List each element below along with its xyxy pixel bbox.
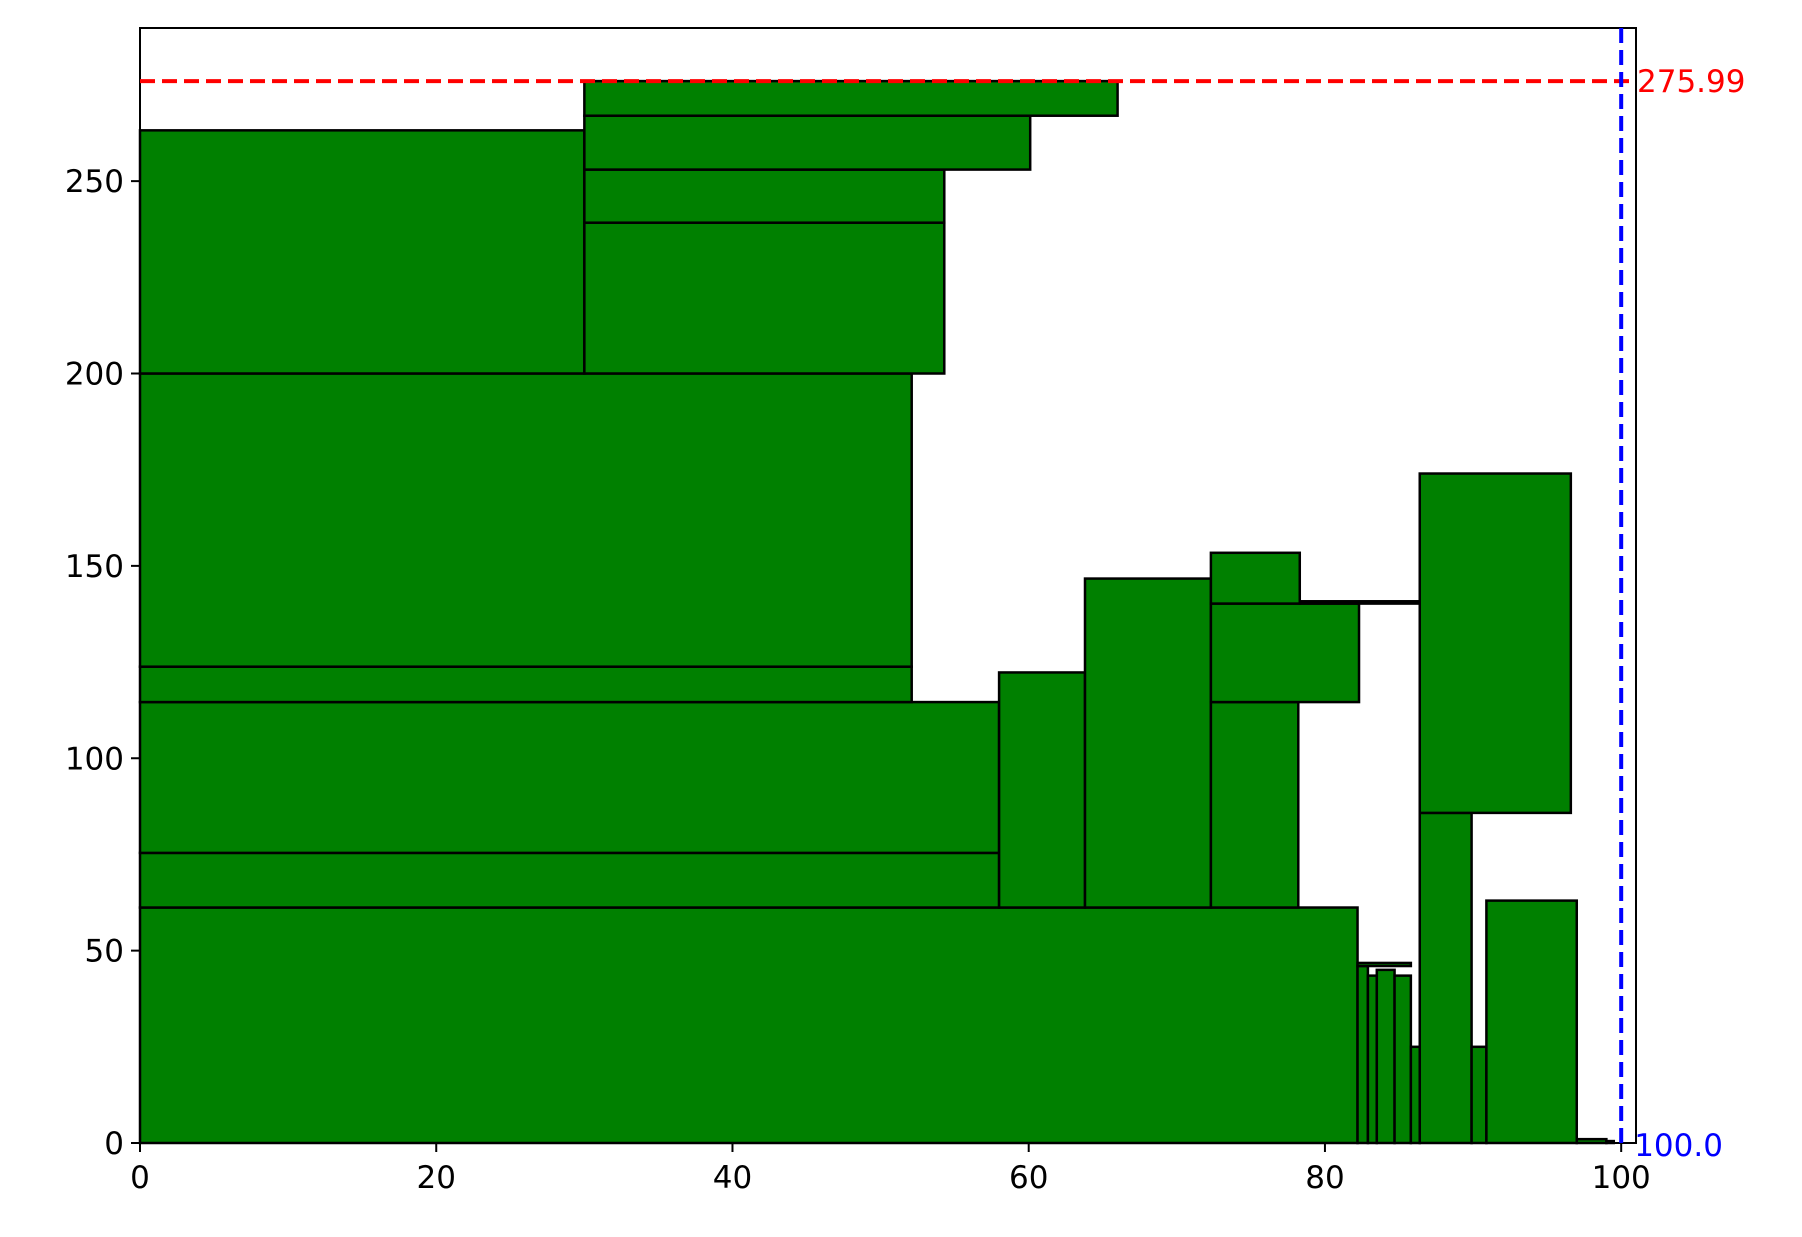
reference-lines-group: 275.99 100.0 [140, 28, 1745, 1164]
bar-rect-0 [138, 906, 1359, 1145]
bar-rect-2 [138, 700, 1001, 855]
bar-rect-5 [138, 129, 586, 375]
y-tick-label-3: 150 [65, 549, 124, 585]
plot-frame [139, 27, 1637, 1144]
x-tick-label-1: 20 [417, 1160, 456, 1196]
y-tick-label-0: 0 [104, 1126, 124, 1162]
x-tick-label-3: 60 [1009, 1160, 1048, 1196]
bars-group [138, 79, 1616, 1145]
bar-rect-1 [138, 851, 1001, 909]
bar-rect-21 [1409, 1045, 1421, 1145]
y-tick-label-1: 50 [85, 934, 124, 970]
bar-rect-10 [997, 671, 1087, 909]
bar-rect-18 [1375, 968, 1396, 1145]
bar-rect-6 [583, 221, 946, 375]
bar-rect-16 [1356, 964, 1370, 1145]
bar-rect-20 [1356, 961, 1413, 968]
x-tick-label-2: 40 [713, 1160, 752, 1196]
bar-rect-11 [1083, 577, 1213, 909]
vline-label: 100.0 [1634, 1128, 1723, 1164]
bar-rect-22 [1418, 811, 1473, 1145]
x-tick-label-5: 100 [1592, 1160, 1651, 1196]
bar-rect-4 [138, 372, 913, 668]
bar-rect-17 [1366, 974, 1379, 1145]
bar-rect-23 [1418, 472, 1573, 815]
bar-rect-8 [583, 114, 1032, 171]
bar-rect-7 [583, 168, 946, 224]
bar-rect-13 [1209, 602, 1361, 704]
bar-rect-19 [1393, 974, 1413, 1145]
bar-rect-15 [1298, 600, 1421, 605]
hline-label: 275.99 [1637, 64, 1745, 100]
x-tick-label-4: 80 [1305, 1160, 1344, 1196]
y-tick-label-4: 200 [65, 357, 124, 393]
axes-group: 0 20 40 60 80 100 0 50 100 150 200 250 [65, 27, 1651, 1196]
bar-rect-9 [583, 79, 1119, 117]
y-tick-label-5: 250 [65, 164, 124, 200]
bar-rect-24 [1470, 1045, 1488, 1145]
bar-rect-12 [1209, 700, 1300, 909]
x-tick-label-0: 0 [130, 1160, 150, 1196]
bar-rect-3 [138, 665, 913, 704]
bar-rect-14 [1209, 551, 1302, 605]
bar-rect-25 [1485, 899, 1579, 1145]
y-tick-label-2: 100 [65, 741, 124, 777]
